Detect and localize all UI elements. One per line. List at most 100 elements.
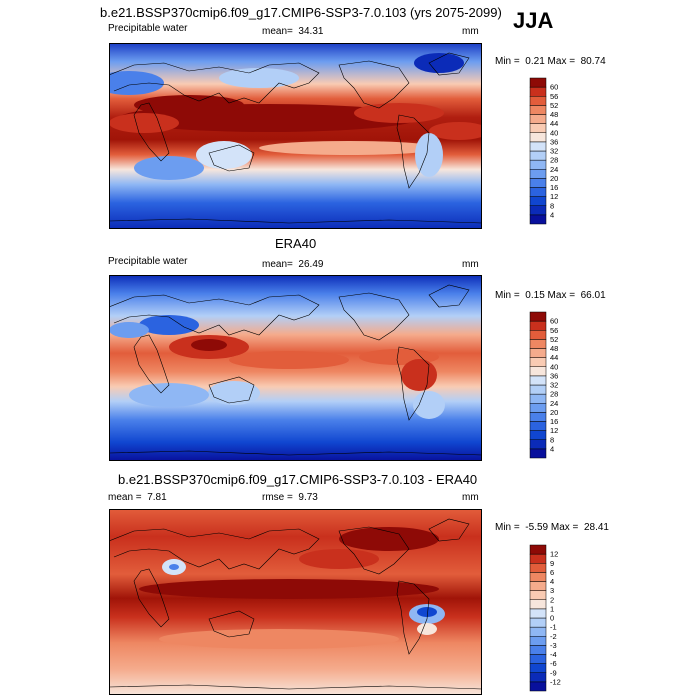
colorbar-tick-label: 24 <box>550 165 558 174</box>
panel1-minmax: Min = 0.21 Max = 80.74 <box>495 56 606 67</box>
panel2-max-label: Max = <box>547 290 576 301</box>
colorbar-box <box>529 132 547 143</box>
colorbar-tick-label: -1 <box>550 623 557 632</box>
colorbar-tick-label: 12 <box>550 550 558 559</box>
panel1-title: b.e21.BSSP370cmip6.f09_g17.CMIP6-SSP3-7.… <box>100 5 502 20</box>
colorbar-tick-label: 20 <box>550 174 558 183</box>
colorbar-tick-label: 44 <box>550 353 558 362</box>
panel1-coastlines <box>109 52 482 224</box>
colorbar-box <box>529 681 547 692</box>
colorbar-tick-label: 8 <box>550 435 554 444</box>
colorbar-box <box>529 572 547 582</box>
colorbar-tick-label: 12 <box>550 426 558 435</box>
colorbar-tick-label: 36 <box>550 137 558 146</box>
colorbar-box <box>529 384 547 395</box>
colorbar-tick-label: 0 <box>550 614 554 623</box>
panel2-map <box>109 275 482 461</box>
colorbar-tick-label: 56 <box>550 92 558 101</box>
panel3-units: mm <box>462 492 479 503</box>
panel3-min-value: -5.59 <box>525 522 549 533</box>
colorbar-tick-label: 12 <box>550 192 558 201</box>
colorbar-tick-label: 20 <box>550 408 558 417</box>
colorbar-tick-label: 52 <box>550 101 558 110</box>
panel1-max-label: Max = <box>547 56 576 67</box>
panel1-mean-value: 34.31 <box>298 26 324 37</box>
colorbar-tick-label: 4 <box>550 577 554 586</box>
colorbar-tick-label: 56 <box>550 326 558 335</box>
colorbar-tick-label: 28 <box>550 156 558 165</box>
colorbar-box <box>529 357 547 367</box>
colorbar-box <box>529 366 547 377</box>
colorbar-box <box>529 403 547 413</box>
colorbar-box <box>529 412 547 422</box>
colorbar-box <box>529 599 547 610</box>
colorbar-tick-label: 6 <box>550 568 554 577</box>
panel3-mean-label: mean = <box>108 492 142 503</box>
panel1-map <box>109 43 482 229</box>
colorbar-box <box>529 375 547 386</box>
colorbar-tick-label: -3 <box>550 641 557 650</box>
panel1-min-label: Min = <box>495 56 520 67</box>
colorbar-tick-label: 32 <box>550 381 558 390</box>
panel1-mean-label: mean= <box>262 26 293 37</box>
colorbar-tick-label: 40 <box>550 362 558 371</box>
colorbar-tick-label: 3 <box>550 586 554 595</box>
panel3-coastlines <box>109 518 482 690</box>
colorbar-box <box>529 581 547 591</box>
colorbar-box <box>529 141 547 152</box>
colorbar-tick-label: 60 <box>550 83 558 92</box>
colorbar-tick-label: 28 <box>550 390 558 399</box>
colorbar-box <box>529 421 547 431</box>
colorbar-tick-label: 4 <box>550 444 554 453</box>
panel3-rmse-value: 9.73 <box>298 492 318 503</box>
colorbar-tick-label: -12 <box>550 677 561 686</box>
panel3-min-label: Min = <box>495 522 520 533</box>
colorbar-box <box>529 214 547 225</box>
colorbar-box <box>529 77 547 88</box>
panel1-mean: mean= 34.31 <box>262 26 323 37</box>
colorbar-tick-label: 24 <box>550 399 558 408</box>
panel3-map <box>109 509 482 695</box>
colorbar-box <box>529 114 547 124</box>
colorbar-box <box>529 339 547 349</box>
colorbar-box <box>529 178 547 188</box>
colorbar-box <box>529 205 547 216</box>
colorbar-tick-label: -6 <box>550 659 557 668</box>
colorbar-tick-label: 36 <box>550 371 558 380</box>
colorbar-box <box>529 663 547 673</box>
colorbar-box <box>529 311 547 322</box>
colorbar-tick-label: -4 <box>550 650 557 659</box>
colorbar-box <box>529 626 547 637</box>
panel3-minmax: Min = -5.59 Max = 28.41 <box>495 522 609 533</box>
panel3-rmse: rmse = 9.73 <box>262 492 318 503</box>
season-label: JJA <box>513 8 554 33</box>
panel1-variable: Precipitable water <box>108 23 188 34</box>
colorbar-box <box>529 439 547 450</box>
colorbar-tick-label: 8 <box>550 201 554 210</box>
panel1-min-value: 0.21 <box>525 56 545 67</box>
panel3-mean-value: 7.81 <box>147 492 167 503</box>
colorbar-box <box>529 159 547 170</box>
colorbar-tick-label: 2 <box>550 595 554 604</box>
panel2-mean-value: 26.49 <box>298 259 324 270</box>
colorbar-box <box>529 672 547 683</box>
colorbar-tick-label: 16 <box>550 183 558 192</box>
panel1-units: mm <box>462 26 479 37</box>
colorbar-tick-label: 32 <box>550 147 558 156</box>
panel2-title: ERA40 <box>275 236 317 251</box>
panel2-coastlines <box>109 284 482 456</box>
colorbar-tick-label: -2 <box>550 632 557 641</box>
panel3-max-label: Max = <box>550 522 579 533</box>
colorbar-box <box>529 320 547 331</box>
colorbar-box <box>529 123 547 133</box>
panel3-title: b.e21.BSSP370cmip6.f09_g17.CMIP6-SSP3-7.… <box>118 472 478 487</box>
colorbar-box <box>529 96 547 106</box>
colorbar-box <box>529 563 547 573</box>
colorbar-box <box>529 86 547 97</box>
colorbar-box <box>529 150 547 161</box>
colorbar-box <box>529 196 547 206</box>
colorbar-tick-label: 44 <box>550 119 558 128</box>
colorbar-box <box>529 187 547 197</box>
